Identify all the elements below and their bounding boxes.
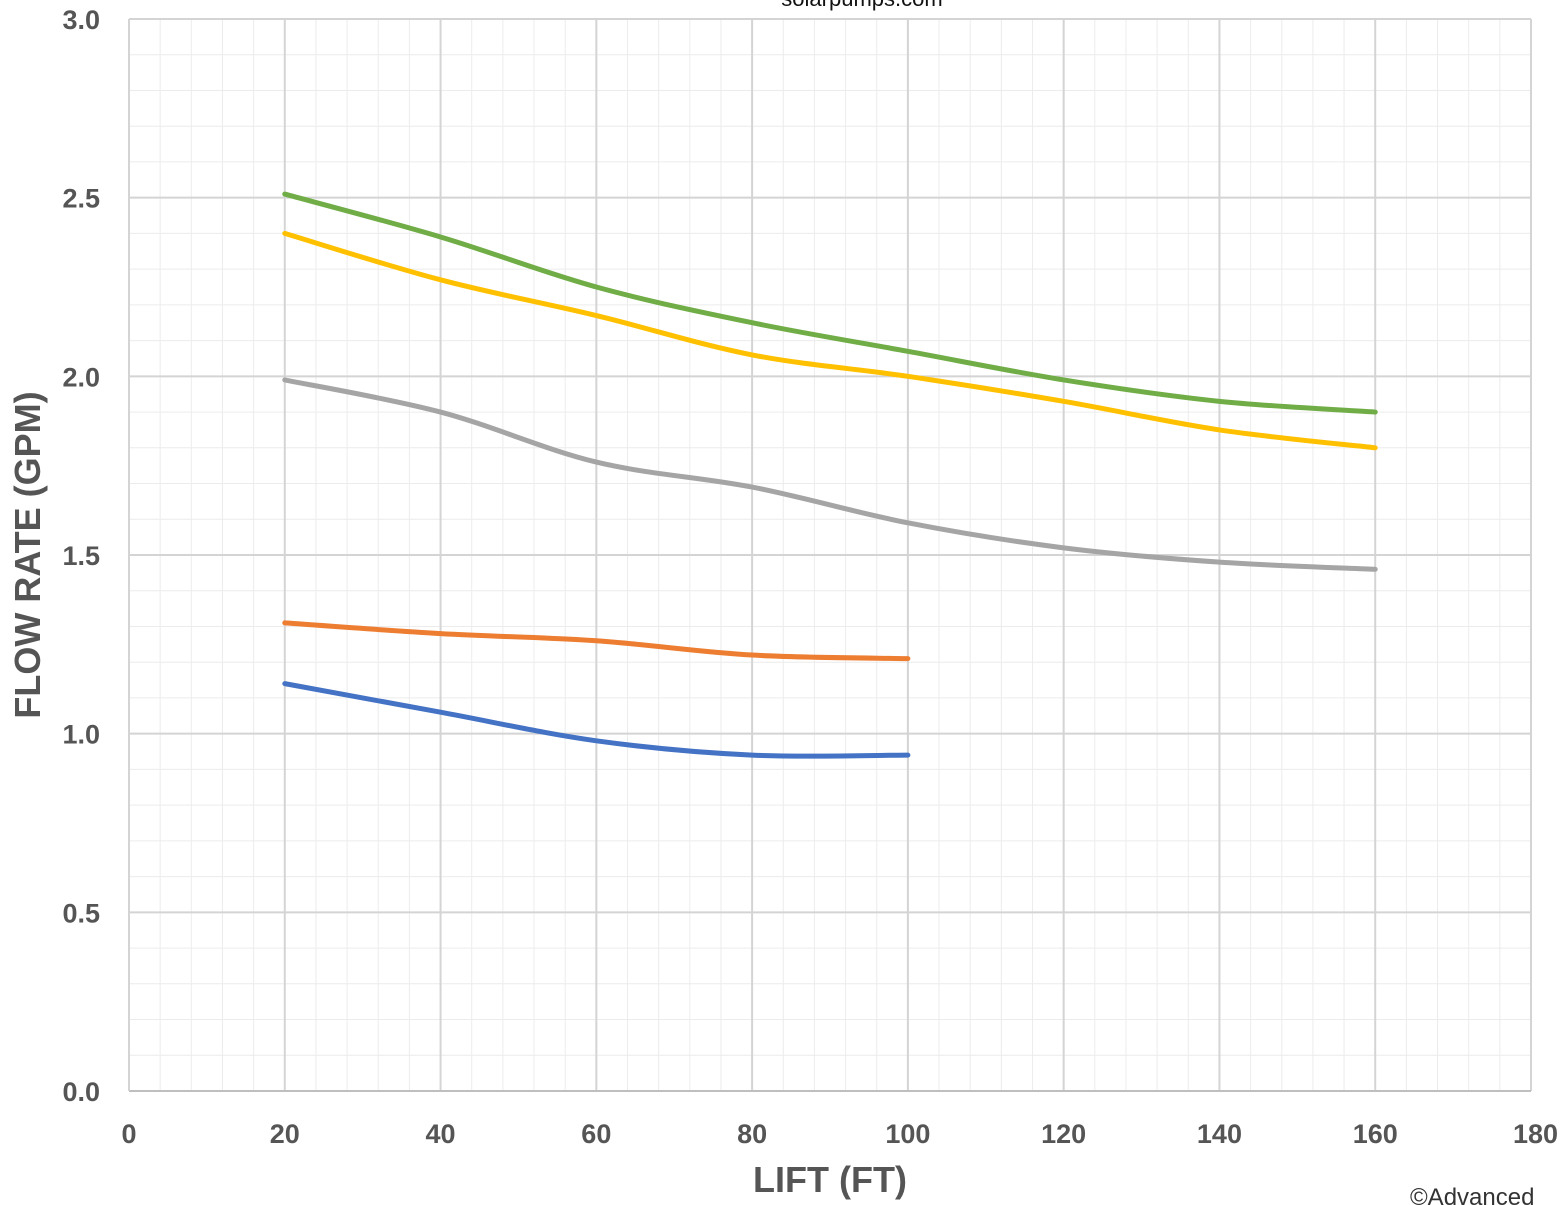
- y-tick-label: 1.5: [62, 541, 100, 571]
- x-tick-label: 20: [270, 1119, 300, 1149]
- x-tick-label: 40: [426, 1119, 456, 1149]
- x-tick-label: 60: [581, 1119, 611, 1149]
- x-tick-label: 140: [1197, 1119, 1242, 1149]
- series-lines: [285, 194, 1375, 756]
- x-tick-label: 180: [1513, 1119, 1558, 1149]
- x-axis-title: LIFT (FT): [753, 1159, 907, 1200]
- series-line-3: [285, 380, 1375, 569]
- y-tick-label: 0.0: [62, 1077, 100, 1107]
- x-tick-label: 100: [885, 1119, 930, 1149]
- y-tick-label: 1.0: [62, 720, 100, 750]
- y-tick-label: 3.0: [62, 5, 100, 35]
- y-tick-label: 2.5: [62, 184, 100, 214]
- y-tick-label: 0.5: [62, 898, 100, 928]
- x-tick-label: 80: [737, 1119, 767, 1149]
- y-axis-title: FLOW RATE (GPM): [7, 391, 48, 718]
- x-tick-label: 120: [1041, 1119, 1086, 1149]
- copyright-credit: ©Advanced: [1410, 1184, 1534, 1205]
- y-tick-label: 2.0: [62, 362, 100, 392]
- x-tick-label: 0: [121, 1119, 136, 1149]
- tick-labels: 0 20 40 60 80 100 120 140 160 180 0.0 0.5 1.0 1.5 2.0 2…: [62, 5, 1558, 1149]
- series-line-1: [285, 194, 1375, 412]
- chart-title: solarpumps.com: [781, 0, 942, 11]
- major-gridlines: [129, 19, 1531, 1091]
- x-tick-label: 160: [1353, 1119, 1398, 1149]
